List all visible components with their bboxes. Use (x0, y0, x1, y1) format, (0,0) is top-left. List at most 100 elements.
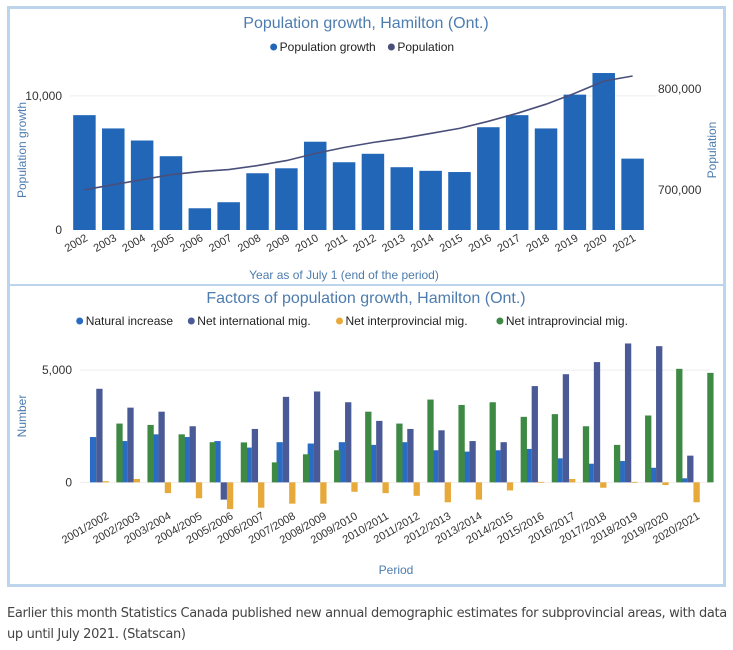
bar-net-international-mig (687, 455, 694, 483)
bar-net-intraprovincial-mig (613, 444, 621, 483)
population-growth-chart: Population growth, Hamilton (Ont.) Popul… (15, 15, 719, 282)
bar-population-growth (73, 115, 96, 230)
bar-population-growth (448, 172, 471, 230)
x-axis-label: Period (379, 563, 414, 577)
bar-net-interprovincial-mig (631, 481, 638, 483)
legend-label: Net intraprovincial mig. (506, 314, 628, 328)
bar-natural-increase (525, 448, 532, 483)
bar-net-intraprovincial-mig (147, 424, 154, 483)
x-tick-label: 2013 (380, 232, 407, 255)
bar-population-growth (621, 158, 644, 230)
bar-net-intraprovincial-mig (676, 368, 683, 483)
x-tick-label: 2017 (495, 232, 522, 255)
bar-natural-increase (463, 451, 470, 483)
bar-net-intraprovincial-mig (489, 402, 496, 483)
bar-net-international-mig (220, 482, 227, 500)
bar-net-international-mig (282, 396, 290, 483)
bar-net-intraprovincial-mig (302, 454, 310, 483)
bar-net-intraprovincial-mig (458, 404, 465, 483)
bar-net-international-mig (313, 391, 321, 483)
bar-net-intraprovincial-mig (551, 414, 559, 483)
bar-net-international-mig (500, 442, 507, 483)
y-tick-label: 10,000 (25, 89, 62, 103)
bar-population-growth (159, 156, 183, 230)
legend-item[interactable]: Net international mig. (187, 314, 311, 328)
factors-chart-panel: Factors of population growth, Hamilton (… (7, 284, 726, 587)
bar-natural-increase (183, 437, 190, 483)
legend-item[interactable]: Net interprovincial mig. (336, 314, 468, 328)
bar-net-intraprovincial-mig (707, 372, 714, 483)
legend-marker (336, 317, 343, 325)
bar-population-growth (188, 208, 212, 230)
legend-item[interactable]: Net intraprovincial mig. (496, 314, 628, 328)
bar-natural-increase (556, 458, 563, 483)
x-tick-label: 2021 (611, 232, 638, 255)
bar-net-interprovincial-mig (133, 478, 140, 483)
bar-net-intraprovincial-mig (240, 442, 248, 483)
chart-legend: Natural increase Net international mig. Ne… (76, 314, 628, 328)
bar-net-international-mig (656, 346, 663, 483)
bar-net-international-mig (251, 428, 259, 483)
bar-net-interprovincial-mig (382, 482, 389, 494)
bar-net-interprovincial-mig (662, 482, 669, 486)
bar-net-interprovincial-mig (226, 482, 234, 510)
legend-item[interactable]: Population growth (270, 40, 376, 54)
x-tick-label: 2007 (207, 232, 234, 255)
bar-natural-increase (587, 463, 594, 483)
bar-net-international-mig (127, 407, 134, 483)
bar-net-international-mig (158, 411, 165, 483)
bar-net-interprovincial-mig (195, 482, 203, 499)
bar-net-interprovincial-mig (506, 482, 514, 491)
bar-population-growth (102, 128, 125, 230)
bar-net-interprovincial-mig (475, 482, 483, 500)
legend-marker (270, 43, 278, 51)
chart-title: Factors of population growth, Hamilton (… (206, 290, 525, 307)
y2-tick-label: 800,000 (658, 82, 702, 96)
bar-net-international-mig (469, 441, 476, 483)
bar-net-intraprovincial-mig (645, 415, 652, 483)
x-tick-label: 2014 (409, 232, 436, 255)
x-tick-label: 2012 (351, 232, 378, 255)
bar-net-interprovincial-mig (600, 482, 607, 488)
y-tick-label: 0 (65, 475, 72, 489)
bar-net-interprovincial-mig (164, 482, 172, 494)
bar-natural-increase (680, 478, 688, 483)
bar-net-intraprovincial-mig (178, 434, 185, 483)
bar-net-intraprovincial-mig (116, 423, 123, 483)
bar-population-growth (419, 170, 442, 230)
bar-net-international-mig (96, 388, 103, 483)
bar-net-international-mig (376, 420, 383, 483)
bar-net-intraprovincial-mig (271, 462, 279, 483)
population-line (84, 75, 633, 191)
legend-label: Population growth (280, 40, 376, 54)
bar-population-growth (361, 153, 385, 230)
chart-legend: Population growth Population (270, 40, 454, 54)
bar-natural-increase (494, 450, 501, 483)
bar-natural-increase (214, 441, 221, 483)
bar-natural-increase (121, 441, 128, 483)
legend-item[interactable]: Population (387, 40, 454, 54)
population-growth-chart-panel: Population growth, Hamilton (Ont.) Popul… (7, 6, 726, 286)
bar-net-intraprovincial-mig (582, 426, 590, 483)
legend-marker (187, 317, 195, 325)
bar-natural-increase (245, 447, 252, 483)
x-tick-label: 2004 (120, 232, 147, 255)
x-tick-label: 2010 (294, 232, 321, 255)
bar-net-intraprovincial-mig (427, 399, 434, 483)
legend-label: Natural increase (86, 314, 174, 328)
bar-natural-increase (432, 450, 439, 483)
x-tick-label: 2006 (178, 232, 205, 255)
bar-net-interprovincial-mig (289, 482, 296, 504)
bar-population-growth (275, 168, 298, 230)
x-tick-label: 2008 (236, 232, 263, 255)
bar-natural-increase (618, 461, 625, 483)
bar-natural-increase (307, 443, 314, 483)
bar-population-growth (477, 127, 500, 230)
bar-net-international-mig (407, 428, 414, 483)
bar-net-international-mig (189, 426, 196, 483)
bar-net-international-mig (531, 386, 538, 483)
legend-item[interactable]: Natural increase (76, 314, 173, 328)
bar-net-international-mig (593, 362, 601, 483)
image-caption: Earlier this month Statistics Canada pub… (7, 606, 727, 642)
bar-population-growth (217, 202, 240, 230)
